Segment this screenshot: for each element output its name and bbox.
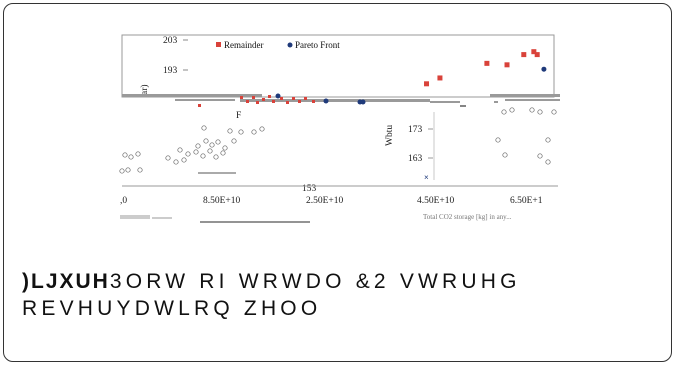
upper-plot-frame [121, 34, 555, 98]
x-tick-4: 6.50E+1 [510, 196, 543, 206]
upper-y-tick-203: 203 [163, 36, 178, 46]
y-axis-label: Wbtu [385, 125, 395, 146]
side-axis-label: ar) [139, 84, 150, 95]
remainder-point-5 [531, 49, 537, 55]
legend-pareto-marker [287, 42, 293, 48]
caption-line-2: REVHUYDWLRQ ZHOO [22, 297, 322, 320]
gray-bars [122, 94, 560, 103]
lower-y-tick-153: 153 [302, 184, 317, 194]
legend-remainder-marker [216, 42, 221, 47]
x-tick-1: 8.50E+10 [203, 196, 241, 206]
x-tick-2: 2.50E+10 [306, 196, 344, 206]
remainder-point-4 [521, 52, 527, 58]
pareto-point-0 [541, 66, 547, 72]
remainder-cluster [198, 95, 315, 107]
figure-caption: )LJXUH3ORW RI WRWDO &2 VWRUHG REVHUYDWLR… [22, 268, 662, 322]
hollow-cluster-left [119, 125, 265, 174]
x-tick-0: ,0 [120, 196, 127, 206]
legend-pareto-label: Pareto Front [295, 40, 340, 50]
lower-y-tick-173: 173 [408, 125, 423, 135]
caption-line-1: )LJXUH3ORW RI WRWDO &2 VWRUHG [22, 268, 662, 295]
remainder-point-2 [484, 60, 490, 66]
remainder-point-0 [424, 81, 430, 87]
remainder-point-6 [534, 52, 540, 58]
chart: 203 193 ar) Remainder Pareto Front [119, 34, 560, 223]
figure-frame [3, 3, 672, 362]
inset-label: F [236, 111, 241, 121]
caption-prefix: )LJXUH [22, 270, 110, 293]
remainder-point-3 [504, 62, 510, 68]
cross-marker: × [424, 173, 429, 182]
series-layer [424, 49, 547, 87]
hollow-cluster-right [495, 107, 557, 165]
remainder-point-1 [437, 75, 443, 81]
caption-text-1: 3ORW RI WRWDO &2 VWRUHG [109, 270, 521, 293]
upper-y-tick-193: 193 [163, 66, 178, 76]
pareto-cluster [275, 93, 366, 105]
x-axis-label: Total CO2 storage [kg] in any... [423, 213, 512, 221]
lower-y-tick-163: 163 [408, 154, 423, 164]
legend-remainder-label: Remainder [224, 40, 264, 50]
x-tick-3: 4.50E+10 [417, 196, 455, 206]
